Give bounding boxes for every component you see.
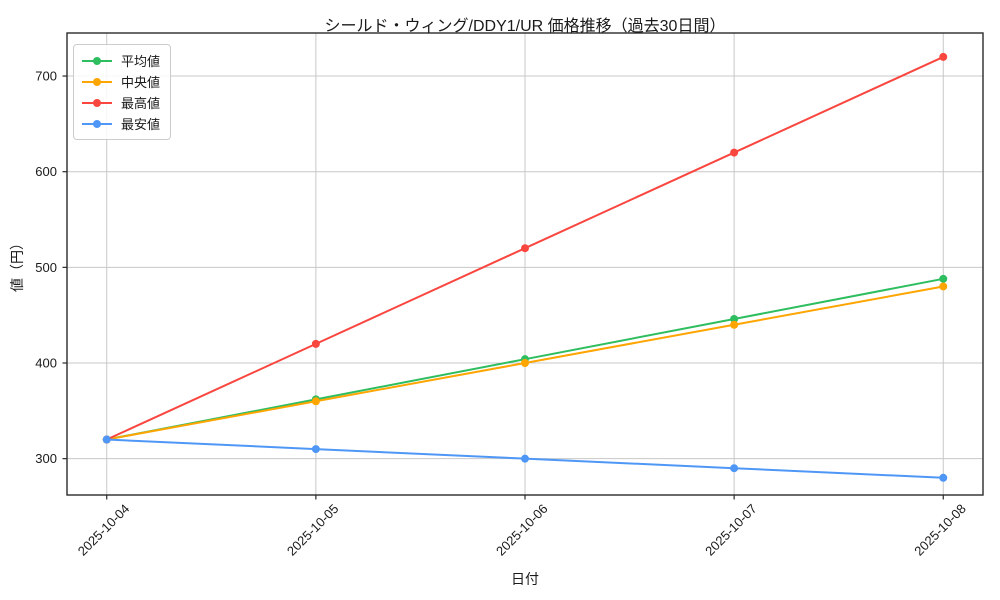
chart-title: シールド・ウィング/DDY1/UR 価格推移（過去30日間）	[324, 18, 726, 35]
x-tick-label: 2025-10-05	[284, 501, 342, 559]
y-tick-label: 600	[35, 164, 57, 179]
y-tick-label: 300	[35, 451, 57, 466]
data-point	[311, 445, 320, 454]
legend-item-highest: 最高値	[81, 92, 160, 113]
legend-item-lowest: 最安値	[81, 113, 160, 134]
legend-label: 平均値	[121, 54, 161, 69]
legend: 平均値 中央値 最高値 最安値	[73, 44, 172, 140]
y-tick-label: 500	[35, 260, 57, 275]
x-axis-label: 日付	[511, 571, 539, 587]
y-tick-label: 400	[35, 356, 57, 371]
x-tick-label: 2025-10-06	[493, 501, 551, 559]
line-marker-icon	[82, 119, 112, 128]
legend-label: 中央値	[121, 75, 161, 90]
y-tick-label: 700	[35, 69, 57, 84]
data-point	[730, 320, 739, 329]
x-tick-label: 2025-10-08	[911, 501, 969, 559]
data-point	[521, 359, 529, 367]
data-point	[939, 473, 948, 482]
legend-item-median: 中央値	[81, 71, 160, 92]
y-axis-label: 値（円）	[9, 236, 25, 292]
data-point	[730, 464, 739, 473]
data-point	[521, 244, 529, 253]
data-point	[730, 315, 739, 323]
legend-item-average: 平均値	[81, 50, 160, 71]
data-point	[730, 148, 739, 157]
legend-label: 最安値	[121, 117, 161, 132]
data-point	[521, 454, 529, 463]
data-point	[939, 274, 948, 283]
legend-label: 最高値	[121, 96, 161, 111]
data-point	[102, 435, 111, 444]
line-marker-icon	[82, 77, 112, 86]
data-point	[311, 339, 320, 348]
line-marker-icon	[82, 56, 112, 65]
plot-frame	[66, 32, 984, 496]
x-tick-label: 2025-10-04	[75, 501, 133, 559]
line-marker-icon	[82, 98, 112, 107]
x-tick-label: 2025-10-07	[702, 501, 760, 559]
data-point	[939, 282, 948, 291]
data-point	[311, 397, 320, 406]
data-point	[939, 52, 948, 61]
